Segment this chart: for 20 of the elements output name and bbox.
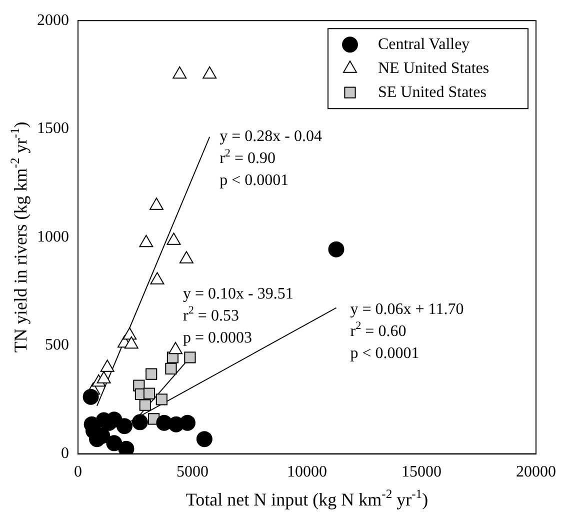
annotation: y = 0.28x - 0.04 bbox=[220, 128, 322, 146]
y-tick-label: 0 bbox=[61, 445, 69, 462]
y-tick-label: 1000 bbox=[37, 228, 69, 246]
annotation: y = 0.10x - 39.51 bbox=[183, 286, 294, 303]
x-tick-label: 20000 bbox=[516, 464, 556, 481]
legend-label: NE United States bbox=[378, 60, 490, 77]
y-tick-label: 2000 bbox=[37, 12, 69, 29]
x-tick-label: 5000 bbox=[176, 464, 208, 481]
x-tick-label: 0 bbox=[74, 464, 82, 481]
y-axis-title: TN yield in rivers (kg km-2 yr-1) bbox=[8, 122, 31, 353]
legend-label: SE United States bbox=[378, 84, 486, 101]
annotation: p = 0.0003 bbox=[183, 330, 252, 347]
y-tick-label: 1500 bbox=[37, 120, 69, 138]
x-tick-label: 15000 bbox=[402, 464, 442, 481]
legend-label: Central Valley bbox=[378, 36, 470, 53]
annotation: y = 0.06x + 11.70 bbox=[350, 301, 464, 318]
y-tick-label: 500 bbox=[45, 336, 69, 354]
annotation: p < 0.0001 bbox=[350, 345, 420, 362]
x-tick-label: 10000 bbox=[287, 464, 327, 481]
annotation: p < 0.0001 bbox=[220, 172, 289, 190]
